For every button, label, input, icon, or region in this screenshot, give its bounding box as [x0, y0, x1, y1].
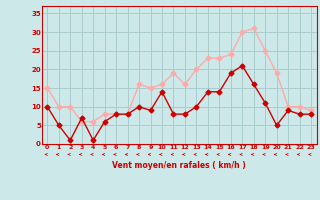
X-axis label: Vent moyen/en rafales ( km/h ): Vent moyen/en rafales ( km/h )	[112, 161, 246, 170]
